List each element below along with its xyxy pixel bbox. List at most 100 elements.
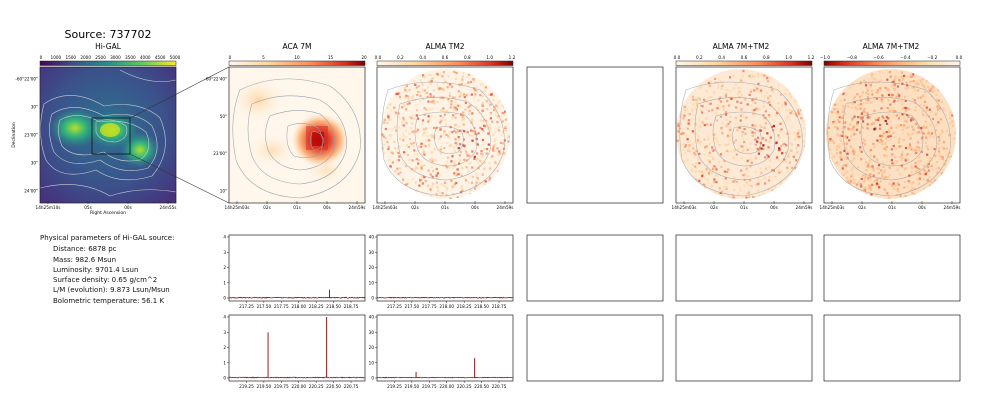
noise-pixel <box>936 105 939 108</box>
noise-pixel <box>788 132 791 135</box>
noise-pixel <box>887 195 890 198</box>
noise-pixel <box>841 108 844 111</box>
noise-pixel <box>409 142 412 145</box>
noise-pixel <box>737 124 740 127</box>
noise-pixel <box>473 91 476 94</box>
noise-pixel <box>839 155 842 159</box>
noise-pixel <box>916 84 919 87</box>
noise-pixel <box>411 178 414 181</box>
noise-pixel <box>423 107 426 110</box>
noise-pixel <box>914 152 917 155</box>
noise-pixel <box>792 112 795 115</box>
colorbar-tick-label: 5000 <box>170 55 181 60</box>
dec-tick-label: 30" <box>31 105 38 110</box>
noise-pixel <box>732 139 735 143</box>
noise-pixel <box>498 150 501 153</box>
noise-pixel <box>726 170 729 173</box>
noise-pixel <box>404 136 407 139</box>
noise-pixel <box>779 130 782 133</box>
noise-pixel <box>430 134 433 137</box>
noise-pixel <box>707 138 710 141</box>
noise-pixel <box>388 118 391 121</box>
noise-pixel <box>492 144 495 147</box>
noise-pixel <box>875 97 878 100</box>
noise-pixel <box>742 174 745 177</box>
y-tick-label: 1 <box>223 280 226 285</box>
x-tick-label: 220.75 <box>344 384 359 389</box>
noise-pixel <box>911 74 914 77</box>
noise-pixel <box>775 113 778 116</box>
noise-pixel <box>869 186 872 190</box>
noise-pixel <box>734 123 737 126</box>
alma7mtm2-b-contours <box>827 81 951 197</box>
dec-tick-label: 50" <box>220 114 227 119</box>
noise-pixel <box>757 73 760 76</box>
noise-pixel <box>738 90 741 93</box>
noise-pixel <box>935 124 938 127</box>
noise-pixel <box>455 164 458 167</box>
noise-pixel <box>465 166 468 169</box>
alma7mtm2-a-colorbar <box>675 60 813 66</box>
noise-pixel <box>927 130 930 133</box>
noise-pixel <box>881 176 884 179</box>
noise-pixel <box>399 167 402 170</box>
noise-pixel <box>454 96 457 99</box>
empty-panel-row2-col4 <box>526 314 664 382</box>
noise-pixel <box>432 77 435 80</box>
noise-pixel <box>454 106 457 109</box>
noise-pixel <box>500 104 503 107</box>
noise-pixel <box>710 184 714 188</box>
noise-pixel <box>749 157 752 160</box>
noise-pixel <box>717 192 720 195</box>
noise-pixel <box>870 183 873 186</box>
noise-pixel <box>496 153 499 156</box>
noise-pixel <box>441 192 444 195</box>
noise-pixel <box>937 121 940 124</box>
noise-pixel <box>713 149 716 152</box>
noise-pixel <box>742 80 745 83</box>
noise-pixel <box>756 87 759 90</box>
noise-pixel <box>457 125 460 128</box>
noise-pixel <box>948 152 951 155</box>
noise-pixel <box>890 148 893 151</box>
noise-pixel <box>925 126 928 129</box>
noise-pixel <box>869 165 872 168</box>
noise-pixel <box>903 186 906 189</box>
noise-pixel <box>397 112 400 115</box>
noise-pixel <box>880 107 883 110</box>
noise-pixel <box>842 142 845 145</box>
noise-pixel <box>765 91 768 95</box>
noise-pixel <box>417 162 420 165</box>
colorbar-tick-label: 1.2 <box>808 55 815 60</box>
noise-pixel <box>709 83 712 87</box>
noise-pixel <box>457 90 460 93</box>
noise-pixel <box>695 102 699 106</box>
noise-pixel <box>504 118 507 121</box>
noise-pixel <box>787 153 790 156</box>
noise-pixel <box>446 109 449 112</box>
x-tick-label: 217.75 <box>274 304 289 309</box>
noise-pixel <box>881 171 884 174</box>
noise-pixel <box>925 162 928 165</box>
noise-pixel <box>906 152 909 156</box>
noise-pixel <box>705 168 708 171</box>
noise-pixel <box>877 172 880 175</box>
noise-pixel <box>443 78 447 82</box>
noise-pixel <box>391 128 394 131</box>
noise-pixel <box>445 194 448 197</box>
noise-pixel <box>853 157 856 160</box>
noise-pixel <box>405 94 408 97</box>
noise-pixel <box>876 159 879 162</box>
noise-pixel <box>894 147 898 150</box>
ra-tick-label: 24m59s <box>944 205 961 210</box>
noise-pixel <box>795 114 798 117</box>
noise-pixel <box>934 113 937 116</box>
noise-pixel <box>448 85 451 88</box>
noise-pixel <box>889 95 892 98</box>
noise-pixel <box>726 119 729 122</box>
noise-pixel <box>856 116 860 119</box>
noise-pixel <box>706 164 709 167</box>
noise-pixel <box>453 162 456 165</box>
noise-pixel <box>891 162 894 165</box>
noise-pixel <box>841 164 844 167</box>
